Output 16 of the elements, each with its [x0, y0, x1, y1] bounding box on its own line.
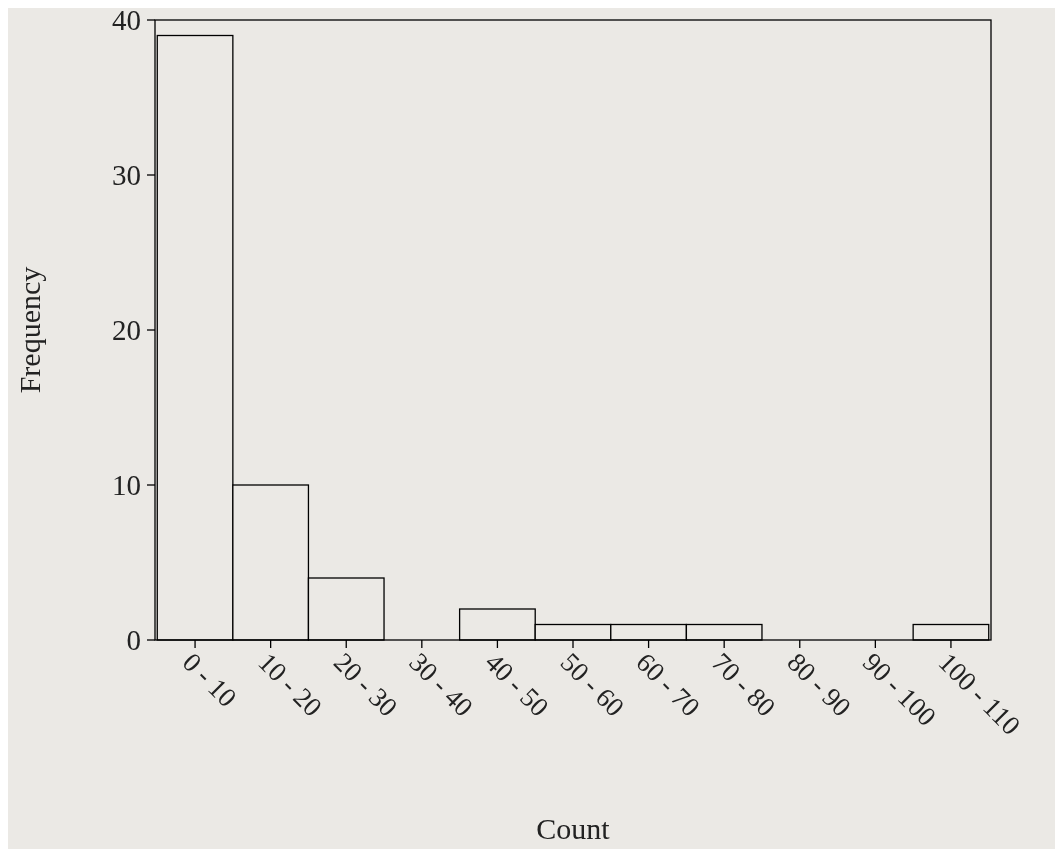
x-tick-label: 70 - 80	[705, 647, 782, 723]
y-tick-label: 10	[112, 469, 141, 502]
x-tick-label: 0 - 10	[176, 647, 243, 713]
y-tick-label: 40	[112, 4, 141, 37]
x-tick-label: 40 - 50	[479, 647, 555, 723]
y-axis-title: Frequency	[13, 266, 46, 394]
x-tick-label: 30 - 40	[403, 647, 479, 723]
y-tick-label: 20	[112, 314, 141, 347]
x-tick-label: 20 - 30	[327, 647, 404, 723]
y-tick-label: 30	[112, 159, 141, 192]
y-tick-label: 0	[126, 624, 141, 657]
x-tick-label: 60 - 70	[630, 647, 706, 723]
x-tick-label: 80 - 90	[781, 647, 857, 723]
x-tick-label: 50 - 60	[554, 647, 631, 723]
x-axis-title: Count	[536, 812, 611, 845]
x-tick-label: 10 - 20	[252, 647, 328, 723]
